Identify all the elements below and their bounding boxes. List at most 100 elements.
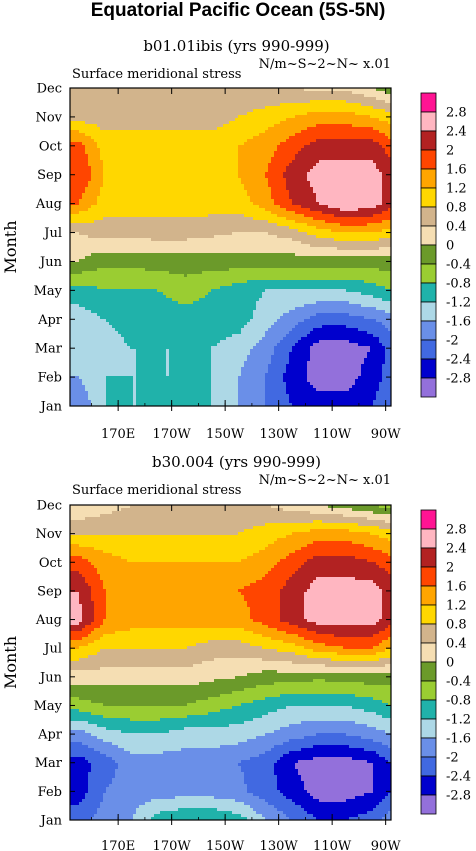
contour-cell — [226, 91, 230, 95]
contour-cell — [322, 106, 326, 110]
contour-cell — [145, 97, 149, 101]
contour-cell — [196, 109, 200, 113]
contour-cell — [181, 106, 185, 110]
contour-cell — [349, 91, 353, 95]
contour-cell — [91, 130, 95, 134]
contour-cell — [280, 115, 284, 119]
contour-cell — [280, 100, 284, 104]
contour-cell — [145, 109, 149, 113]
contour-cell — [367, 106, 371, 110]
contour-cell — [322, 97, 326, 101]
contour-cell — [241, 118, 245, 122]
contour-cell — [196, 112, 200, 116]
contour-cell — [235, 121, 239, 125]
contour-cell — [226, 121, 230, 125]
contour-cell — [358, 112, 362, 116]
contour-cell — [211, 109, 215, 113]
contour-cell — [193, 88, 197, 92]
contour-cell — [244, 136, 248, 140]
contour-cell — [157, 130, 161, 134]
contour-cell — [148, 124, 152, 128]
contour-cell — [361, 109, 365, 113]
contour-cell — [313, 109, 317, 113]
contour-cell — [337, 133, 341, 137]
contour-cell — [193, 124, 197, 128]
contour-cell — [217, 88, 221, 92]
contour-cell — [340, 127, 344, 131]
contour-cell — [175, 106, 179, 110]
contour-cell — [181, 121, 185, 125]
contour-cell — [274, 130, 278, 134]
contour-cell — [199, 124, 203, 128]
contour-cell — [151, 106, 155, 110]
contour-cell — [112, 124, 116, 128]
contour-cell — [208, 100, 212, 104]
contour-cell — [382, 91, 386, 95]
contour-cell — [148, 112, 152, 116]
contour-cell — [106, 106, 110, 110]
contour-cell — [379, 100, 383, 104]
contour-cell — [79, 136, 83, 140]
contour-cell — [280, 106, 284, 110]
contour-cell — [229, 97, 233, 101]
contour-cell — [256, 121, 260, 125]
contour-cell — [145, 133, 149, 137]
contour-cell — [232, 136, 236, 140]
contour-cell — [208, 112, 212, 116]
contour-cell — [217, 100, 221, 104]
contour-cell — [199, 133, 203, 137]
contour-cell — [355, 124, 359, 128]
contour-cell — [211, 136, 215, 140]
contour-cell — [262, 91, 266, 95]
contour-cell — [115, 94, 119, 98]
contour-cell — [91, 124, 95, 128]
contour-cell — [160, 100, 164, 104]
contour-cell — [244, 118, 248, 122]
contour-cell — [118, 127, 122, 131]
contour-cell — [388, 97, 391, 101]
contour-cell — [157, 115, 161, 119]
contour-cell — [247, 88, 251, 92]
contour-cell — [313, 136, 317, 140]
contour-cell — [157, 100, 161, 104]
contour-cell — [157, 118, 161, 122]
contour-cell — [241, 88, 245, 92]
contour-cell — [103, 106, 107, 110]
contour-cell — [112, 136, 116, 140]
contour-cell — [169, 121, 173, 125]
contour-cell — [76, 100, 80, 104]
contour-cell — [124, 103, 128, 107]
contour-cell — [346, 112, 350, 116]
contour-cell — [115, 100, 119, 104]
contour-cell — [319, 106, 323, 110]
contour-cell — [142, 133, 146, 137]
contour-cell — [385, 97, 389, 101]
contour-cell — [382, 115, 386, 119]
contour-cell — [148, 109, 152, 113]
contour-cell — [91, 115, 95, 119]
contour-cell — [103, 127, 107, 131]
contour-cell — [295, 127, 299, 131]
contour-cell — [199, 97, 203, 101]
contour-cell — [385, 103, 389, 107]
contour-cell — [316, 112, 320, 116]
contour-cell — [235, 130, 239, 134]
contour-cell — [103, 130, 107, 134]
contour-cell — [169, 118, 173, 122]
contour-cell — [226, 100, 230, 104]
contour-cell — [121, 136, 125, 140]
contour-cell — [169, 136, 173, 140]
contour-cell — [313, 115, 317, 119]
contour-cell — [220, 133, 224, 137]
contour-cell — [73, 109, 77, 113]
contour-cell — [208, 136, 212, 140]
contour-cell — [298, 91, 302, 95]
contour-cell — [256, 100, 260, 104]
contour-cell — [142, 127, 146, 131]
contour-cell — [151, 136, 155, 140]
contour-cell — [271, 97, 275, 101]
contour-cell — [196, 100, 200, 104]
contour-cell — [202, 133, 206, 137]
contour-cell — [364, 88, 368, 92]
contour-cell — [289, 94, 293, 98]
